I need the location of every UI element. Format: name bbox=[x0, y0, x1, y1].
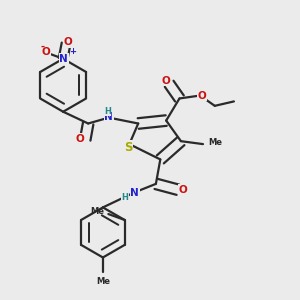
Text: O: O bbox=[161, 76, 170, 86]
Text: +: + bbox=[70, 47, 76, 56]
Text: Me: Me bbox=[96, 277, 110, 286]
Text: N: N bbox=[104, 112, 113, 122]
Text: O: O bbox=[76, 134, 84, 144]
Text: O: O bbox=[179, 185, 188, 195]
Text: -: - bbox=[40, 42, 45, 52]
Text: S: S bbox=[124, 141, 133, 154]
Text: O: O bbox=[197, 91, 206, 100]
Text: O: O bbox=[63, 37, 72, 47]
Text: Me: Me bbox=[208, 138, 222, 147]
Text: N: N bbox=[59, 54, 68, 64]
Text: H: H bbox=[122, 193, 128, 202]
Text: N: N bbox=[130, 188, 139, 198]
Text: H: H bbox=[104, 106, 111, 116]
Text: O: O bbox=[42, 47, 51, 57]
Text: Me: Me bbox=[90, 207, 104, 216]
